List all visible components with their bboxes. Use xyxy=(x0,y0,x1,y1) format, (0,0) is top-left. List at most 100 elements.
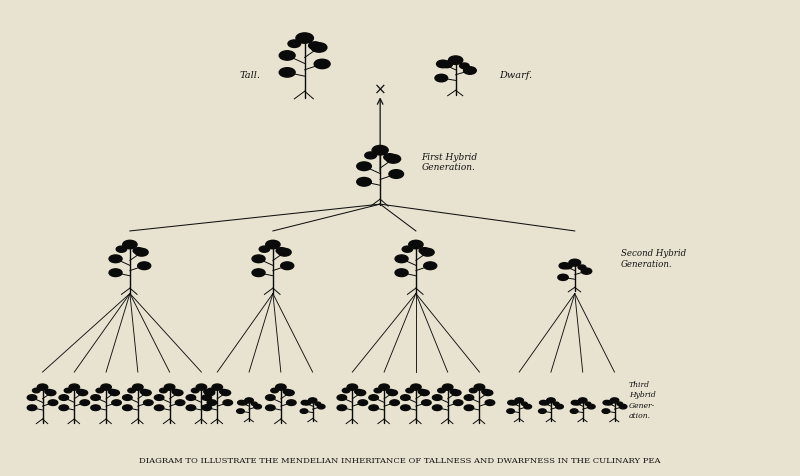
Circle shape xyxy=(578,398,587,403)
Circle shape xyxy=(515,398,523,403)
Circle shape xyxy=(421,248,434,256)
Circle shape xyxy=(78,390,88,396)
Circle shape xyxy=(482,389,490,394)
Circle shape xyxy=(283,389,291,394)
Circle shape xyxy=(556,404,563,409)
Circle shape xyxy=(271,388,278,393)
Circle shape xyxy=(401,395,410,400)
Circle shape xyxy=(91,395,100,400)
Circle shape xyxy=(309,42,322,50)
Circle shape xyxy=(337,395,346,400)
Circle shape xyxy=(603,400,610,405)
Text: Third
Hybrid
Gener-
ation.: Third Hybrid Gener- ation. xyxy=(629,381,655,420)
Circle shape xyxy=(449,56,462,64)
Circle shape xyxy=(538,409,546,413)
Circle shape xyxy=(389,169,403,178)
Circle shape xyxy=(379,384,390,390)
Circle shape xyxy=(143,400,153,406)
Circle shape xyxy=(602,409,610,413)
Circle shape xyxy=(160,388,167,393)
Circle shape xyxy=(142,390,151,396)
Circle shape xyxy=(109,269,122,277)
Circle shape xyxy=(369,405,378,411)
Circle shape xyxy=(506,409,514,413)
Circle shape xyxy=(369,395,378,400)
Circle shape xyxy=(254,404,262,409)
Circle shape xyxy=(384,154,395,160)
Circle shape xyxy=(464,395,474,400)
Circle shape xyxy=(241,401,247,405)
Text: Dwarf.: Dwarf. xyxy=(499,71,533,80)
Circle shape xyxy=(175,400,185,406)
Text: First Hybrid
Generation.: First Hybrid Generation. xyxy=(422,153,478,172)
Circle shape xyxy=(140,389,148,394)
Circle shape xyxy=(474,384,485,390)
Circle shape xyxy=(251,402,257,406)
Circle shape xyxy=(463,67,476,74)
Circle shape xyxy=(48,400,58,406)
Circle shape xyxy=(59,395,69,400)
Circle shape xyxy=(138,262,150,269)
Circle shape xyxy=(172,389,180,394)
Circle shape xyxy=(220,389,227,394)
Circle shape xyxy=(571,400,579,405)
Circle shape xyxy=(186,405,196,411)
Circle shape xyxy=(110,390,119,396)
Circle shape xyxy=(207,388,215,393)
Circle shape xyxy=(59,405,69,411)
Circle shape xyxy=(356,390,366,396)
Circle shape xyxy=(154,395,164,400)
Circle shape xyxy=(266,240,280,249)
Circle shape xyxy=(395,269,408,277)
Circle shape xyxy=(470,388,477,393)
Circle shape xyxy=(574,401,581,405)
Circle shape xyxy=(606,401,613,405)
Circle shape xyxy=(281,262,294,269)
Circle shape xyxy=(372,146,388,155)
Circle shape xyxy=(77,389,84,394)
Circle shape xyxy=(582,268,592,274)
Circle shape xyxy=(301,400,309,405)
Circle shape xyxy=(304,401,310,405)
Circle shape xyxy=(459,63,469,69)
Circle shape xyxy=(288,40,301,48)
Circle shape xyxy=(390,400,399,406)
Circle shape xyxy=(419,248,430,254)
Circle shape xyxy=(122,395,132,400)
Circle shape xyxy=(80,400,90,406)
Text: Tall.: Tall. xyxy=(240,71,261,80)
Circle shape xyxy=(112,400,122,406)
Circle shape xyxy=(275,384,286,390)
Circle shape xyxy=(570,409,578,413)
Circle shape xyxy=(558,274,568,280)
Circle shape xyxy=(278,248,291,256)
Circle shape xyxy=(318,404,325,409)
Circle shape xyxy=(266,395,275,400)
Circle shape xyxy=(206,390,214,396)
Circle shape xyxy=(38,384,48,390)
Circle shape xyxy=(433,395,442,400)
Circle shape xyxy=(585,402,591,406)
Circle shape xyxy=(337,405,346,411)
Circle shape xyxy=(401,405,410,411)
Circle shape xyxy=(109,389,116,394)
Circle shape xyxy=(454,400,463,406)
Circle shape xyxy=(539,400,547,405)
Circle shape xyxy=(109,255,122,263)
Circle shape xyxy=(308,398,317,403)
Circle shape xyxy=(438,388,446,393)
Circle shape xyxy=(365,152,377,159)
Circle shape xyxy=(410,384,421,390)
Circle shape xyxy=(402,246,413,252)
Circle shape xyxy=(578,265,586,269)
Circle shape xyxy=(386,155,401,163)
Circle shape xyxy=(508,400,515,405)
Circle shape xyxy=(202,395,211,400)
Circle shape xyxy=(395,255,408,263)
Circle shape xyxy=(418,389,426,394)
Circle shape xyxy=(96,388,104,393)
Circle shape xyxy=(610,398,618,403)
Circle shape xyxy=(221,390,230,396)
Circle shape xyxy=(27,405,37,411)
Circle shape xyxy=(223,400,233,406)
